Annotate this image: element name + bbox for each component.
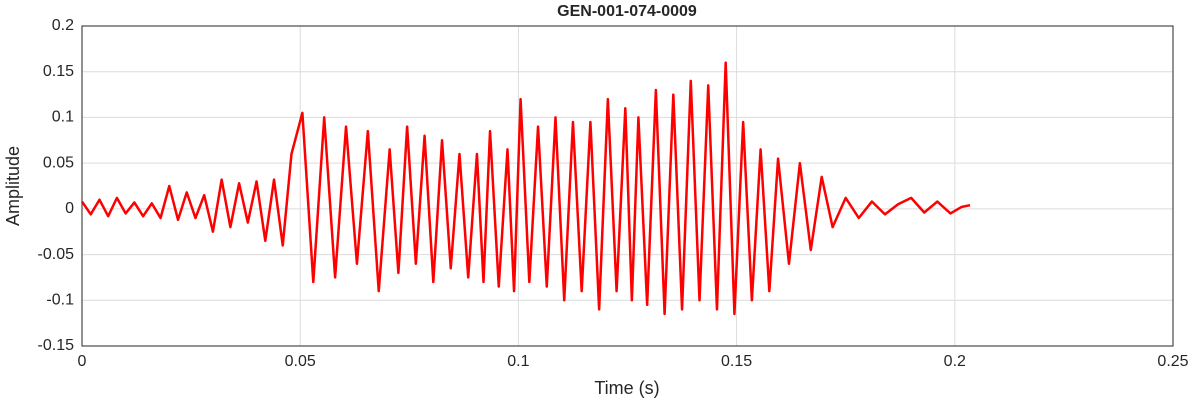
x-tick-label: 0.25	[1157, 353, 1188, 370]
x-tick-label: 0.05	[285, 353, 316, 370]
y-tick-label: 0.15	[43, 63, 74, 80]
y-tick-label: 0	[65, 200, 74, 217]
y-tick-label: -0.1	[46, 292, 74, 309]
y-axis-label: Amplitude	[3, 146, 23, 226]
y-tick-label: 0.2	[52, 17, 74, 34]
plot-frame	[81, 25, 1174, 347]
y-tick-label: -0.15	[38, 337, 75, 354]
waveform-line	[80, 61, 971, 316]
y-tick-label: 0.1	[52, 109, 74, 126]
x-tick-label: 0.1	[507, 353, 529, 370]
chart-title: GEN-001-074-0009	[557, 3, 697, 20]
x-tick-label: 0.15	[721, 353, 752, 370]
x-tick-label: 0.2	[944, 353, 966, 370]
x-axis-label: Time (s)	[594, 378, 659, 398]
x-tick-label: 0	[78, 353, 87, 370]
y-tick-label: 0.05	[43, 154, 74, 171]
y-tick-label: -0.05	[38, 246, 75, 263]
